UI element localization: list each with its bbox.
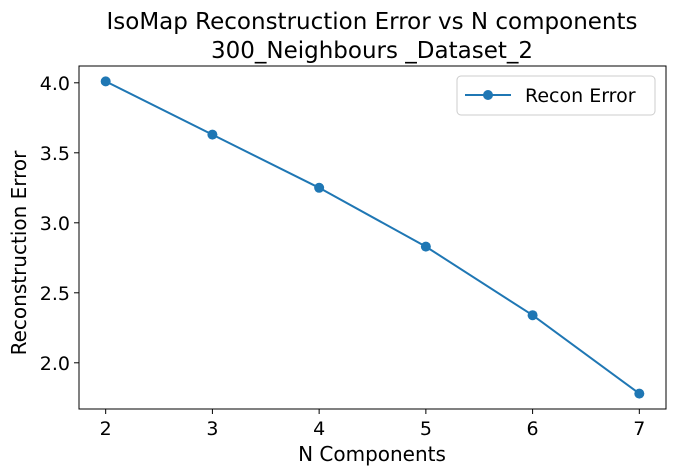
- x-tick-label: 6: [527, 418, 539, 440]
- data-point: [527, 310, 538, 321]
- x-tick-label: 5: [420, 418, 432, 440]
- data-point: [314, 182, 325, 193]
- x-tick-label: 3: [206, 418, 218, 440]
- legend-marker-sample: [483, 90, 493, 100]
- y-axis-ticks: 2.0 2.5 3.0 3.5 4.0: [40, 73, 79, 375]
- chart-subtitle: 300_Neighbours _Dataset_2: [211, 38, 533, 64]
- plot-area-frame: [78, 65, 667, 410]
- plot-marker-layer: [100, 76, 645, 399]
- x-axis-ticks: 2 3 4 5 6 7: [100, 409, 645, 440]
- data-point: [100, 76, 111, 87]
- plot-series-layer: [105, 80, 640, 395]
- legend: Recon Error: [456, 75, 656, 116]
- chart-title: IsoMap Reconstruction Error vs N compone…: [106, 9, 637, 35]
- y-axis-label: Reconstruction Error: [7, 150, 31, 356]
- y-tick-label: 3.0: [40, 213, 70, 235]
- legend-box: [456, 75, 656, 116]
- x-axis-label: N Components: [298, 442, 446, 466]
- series-line: [105, 80, 640, 395]
- y-tick-label: 3.5: [40, 143, 70, 165]
- y-tick-label: 4.0: [40, 73, 70, 95]
- x-tick-label: 4: [313, 418, 325, 440]
- x-tick-label: 7: [633, 418, 645, 440]
- data-point: [420, 241, 431, 252]
- y-tick-label: 2.5: [40, 283, 70, 305]
- data-point: [634, 388, 645, 399]
- x-tick-label: 2: [100, 418, 112, 440]
- legend-entry-recon-error: Recon Error: [525, 85, 636, 107]
- y-tick-label: 2.0: [40, 353, 70, 375]
- data-point: [207, 129, 218, 140]
